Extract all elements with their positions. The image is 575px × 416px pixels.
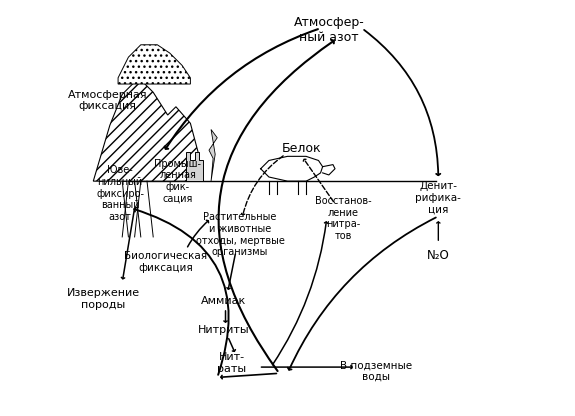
Text: В подземные
воды: В подземные воды (340, 360, 412, 382)
Text: Восстанов-
ление
нитра-
тов: Восстанов- ление нитра- тов (315, 196, 371, 241)
Polygon shape (186, 152, 203, 181)
Text: Промыш-
ленная
фик-
сация: Промыш- ленная фик- сация (155, 159, 201, 203)
Text: Атмосферная
фиксация: Атмосферная фиксация (68, 90, 148, 111)
Text: Юве-
нильный
фиксиро-
ванный
азот: Юве- нильный фиксиро- ванный азот (96, 165, 144, 222)
Text: Биологическая
фиксация: Биологическая фиксация (124, 251, 207, 272)
Text: Белок: Белок (282, 141, 322, 155)
Text: Нит-
раты: Нит- раты (217, 352, 246, 374)
Polygon shape (209, 129, 217, 181)
Polygon shape (118, 45, 190, 84)
Text: Нитриты: Нитриты (198, 325, 250, 335)
Text: Извержение
породы: Извержение породы (67, 288, 140, 310)
Text: Растительные
и животные
отходы, мертвые
организмы: Растительные и животные отходы, мертвые … (196, 213, 285, 257)
Text: Денит-
рифика-
ция: Денит- рифика- ция (415, 181, 461, 214)
Text: Аммиак: Аммиак (201, 296, 246, 306)
Text: Атмосфер-
ный азот: Атмосфер- ный азот (293, 16, 364, 45)
Polygon shape (93, 78, 198, 181)
Text: N₂O: N₂O (427, 249, 450, 262)
